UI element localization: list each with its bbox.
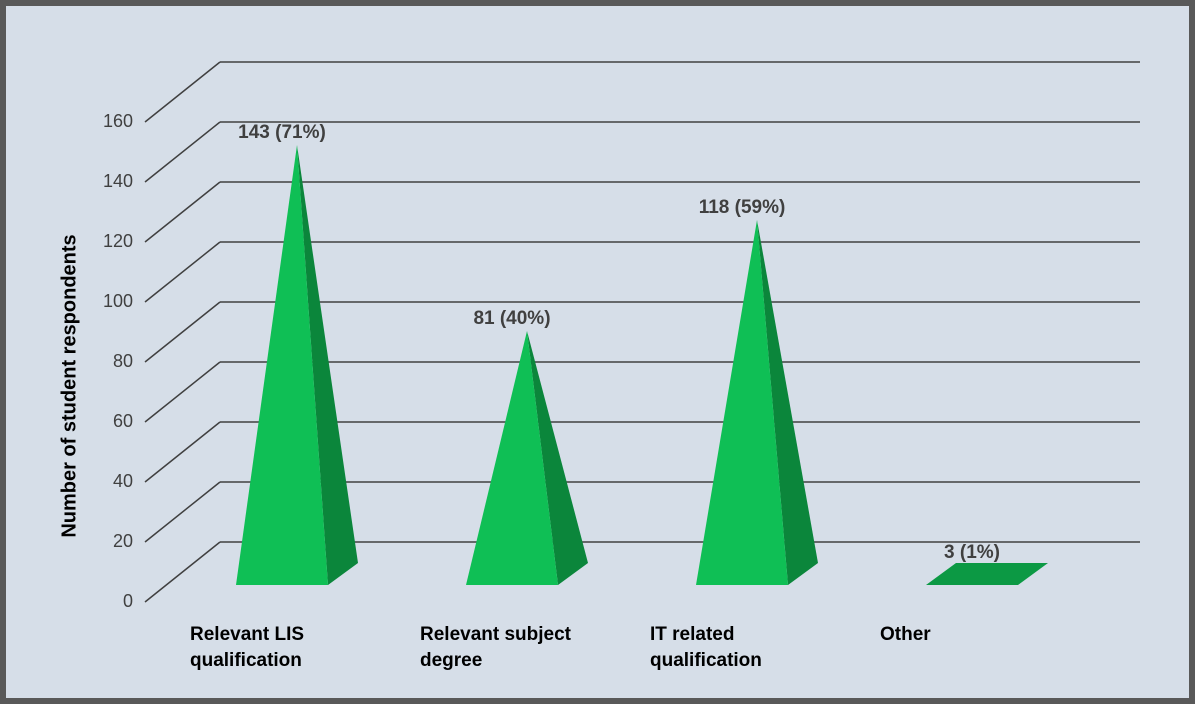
y-tick-label: 0 [123,591,133,611]
y-tick-label: 100 [103,291,133,311]
pyramid-side [527,331,588,585]
pyramid-side [757,220,818,585]
grid-line [144,421,221,483]
pyramid-top [926,563,1048,585]
data-label: 118 (59%) [699,197,786,218]
chart: Number of student respondents 0 20 40 60 80 1… [58,61,1140,611]
pyramid-front [236,145,328,585]
y-tick-label: 140 [103,171,133,191]
pyramid-front [466,331,558,585]
y-tick-label: 40 [113,471,133,491]
grid-line [144,481,221,543]
y-tick-label: 60 [113,411,133,431]
y-tick-label: 160 [103,111,133,131]
y-tick-label: 20 [113,531,133,551]
x-tick-label: Relevant LIS qualification [190,624,305,671]
pyramid [696,220,818,585]
pyramid-side [297,145,358,585]
data-label: 81 (40%) [473,308,550,329]
pyramid-front [696,220,788,585]
grid-line [144,61,221,123]
data-label: 143 (71%) [238,122,326,143]
grid-line [144,301,221,363]
pyramid [236,145,358,585]
y-tick-label: 80 [113,351,133,371]
y-tick-label: 120 [103,231,133,251]
x-tick-label: Relevant subject degree [420,624,571,671]
data-label: 3 (1%) [944,542,1000,563]
grid-line [144,121,221,183]
grid-line [144,541,221,603]
y-axis-label: Number of student respondents [58,234,80,537]
grid-line [144,181,221,243]
pyramid [926,563,1048,585]
x-tick-label: IT related qualification [650,624,762,671]
x-tick-label: Other [880,624,931,645]
pyramid [466,331,588,585]
grid-line [144,241,221,303]
grid-line [144,361,221,423]
